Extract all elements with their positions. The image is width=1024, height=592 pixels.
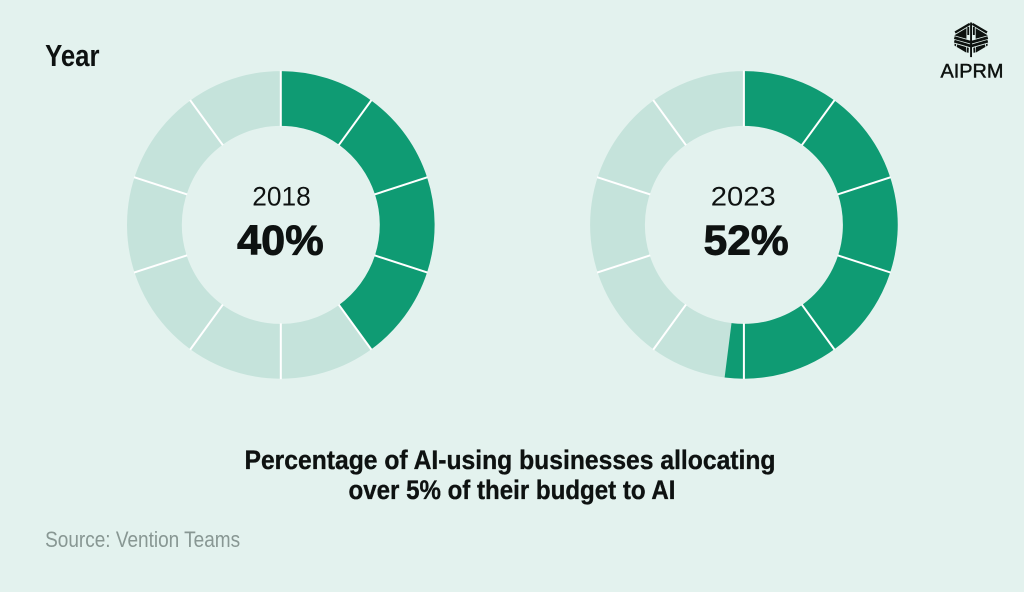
svg-text:Year: Year	[45, 38, 99, 73]
svg-text:AIPRM: AIPRM	[941, 61, 1004, 83]
svg-text:40%: 40%	[237, 217, 324, 264]
svg-text:over 5% of their budget to AI: over 5% of their budget to AI	[349, 475, 676, 505]
svg-text:52%: 52%	[704, 217, 789, 264]
svg-text:Source: Vention Teams: Source: Vention Teams	[45, 527, 240, 552]
svg-text:Percentage of AI-using busines: Percentage of AI-using businesses alloca…	[245, 445, 776, 475]
svg-text:2018: 2018	[252, 182, 311, 212]
svg-text:2023: 2023	[711, 182, 776, 212]
